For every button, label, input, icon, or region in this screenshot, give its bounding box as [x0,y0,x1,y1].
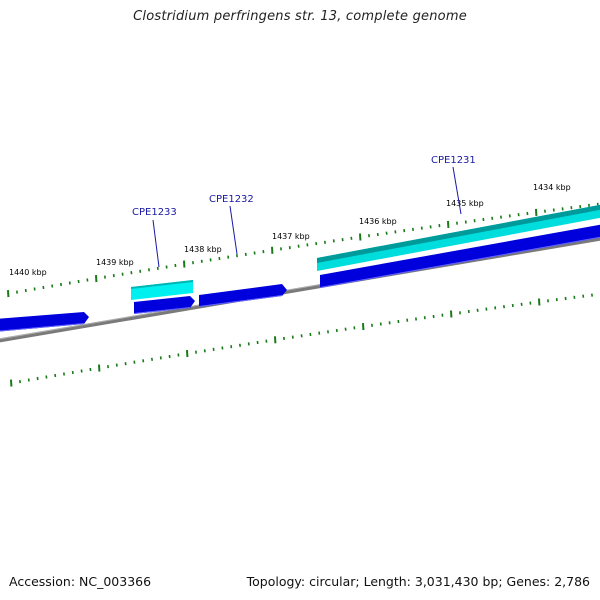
gene-label-cpe1231[interactable]: CPE1231 [431,155,476,166]
gene-leader-cpe1232 [229,205,238,255]
cds-track [0,223,600,332]
scale-label-1435: 1435 kbp [446,199,484,208]
scale-label-1439: 1439 kbp [96,258,134,267]
cds-shade [134,307,190,314]
cds-shade [199,295,282,307]
cds-feature-cpe1232[interactable] [199,284,287,307]
scale-labels: 1440 kbp 1439 kbp 1438 kbp 1437 kbp 1436… [9,183,571,277]
scale-label-1434: 1434 kbp [533,183,571,192]
cds-feature[interactable] [0,312,89,332]
gene-labels: CPE1233 CPE1232 CPE1231 [132,155,476,268]
scale-label-1440: 1440 kbp [9,268,47,277]
cds-shade [320,236,600,288]
gene-leader-cpe1233 [152,219,160,268]
gene-label-cpe1232[interactable]: CPE1232 [209,194,254,205]
gene-leader-cpe1231 [452,166,462,215]
cds-shade [0,323,84,332]
gene-track [131,204,600,300]
gene-label-cpe1233[interactable]: CPE1233 [132,207,177,218]
scale-label-1438: 1438 kbp [184,245,222,254]
gene-shade [131,280,193,289]
cds-feature-cpe1233[interactable] [134,296,195,314]
inner-tick-row [10,293,593,387]
genome-summary-text: Topology: circular; Length: 3,031,430 bp… [246,574,590,589]
outer-tick-row [7,202,599,298]
map-title: Clostridium perfringens str. 13, complet… [133,9,467,24]
scale-label-1437: 1437 kbp [272,232,310,241]
cds-feature-cpe1231[interactable] [320,223,600,288]
scale-label-1436: 1436 kbp [359,217,397,226]
accession-text: Accession: NC_003366 [9,574,152,589]
genome-backbone [0,236,600,343]
gene-feature-cpe1233[interactable] [131,280,193,300]
gene-shade [317,204,600,263]
